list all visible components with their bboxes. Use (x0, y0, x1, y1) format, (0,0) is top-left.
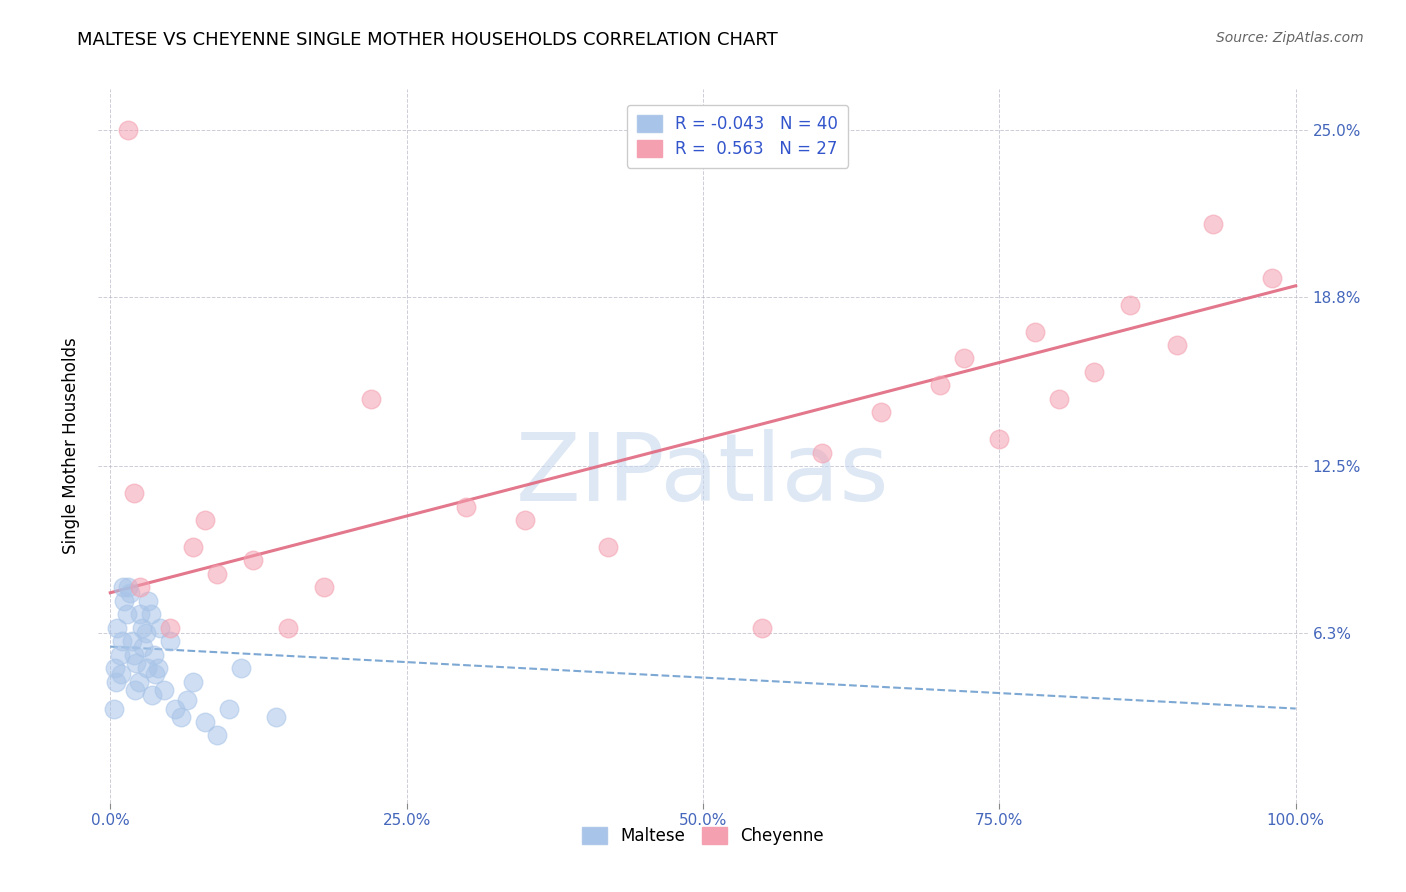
Point (952, 351, 974, 366)
Point (277, 621, 299, 635)
Point (1166, 338, 1188, 352)
Point (131, 621, 153, 635)
Point (988, 432, 1011, 446)
Point (176, 693, 198, 707)
Point (139, 607, 162, 622)
Text: MALTESE VS CHEYENNE SINGLE MOTHER HOUSEHOLDS CORRELATION CHART: MALTESE VS CHEYENNE SINGLE MOTHER HOUSEH… (77, 31, 778, 49)
Point (1119, 298, 1142, 312)
Point (869, 405, 891, 419)
Point (264, 709, 287, 723)
Point (1047, 392, 1070, 406)
Text: Source: ZipAtlas.com: Source: ZipAtlas.com (1216, 31, 1364, 45)
Point (194, 714, 217, 729)
Point (598, 540, 620, 554)
Point (1024, 325, 1046, 339)
Point (128, 674, 150, 689)
Point (181, 540, 204, 554)
Point (136, 661, 159, 675)
Point (135, 626, 157, 640)
Point (1261, 270, 1284, 285)
Point (114, 594, 136, 608)
Point (929, 378, 952, 392)
Point (108, 648, 131, 662)
Point (218, 701, 240, 715)
Point (111, 634, 134, 648)
Point (110, 666, 132, 681)
Point (1083, 365, 1105, 379)
Text: ZIPatlas: ZIPatlas (516, 428, 890, 521)
Point (751, 621, 773, 635)
Point (312, 580, 335, 594)
Point (141, 688, 163, 702)
Point (149, 621, 172, 635)
Point (132, 640, 155, 654)
Point (105, 621, 128, 635)
Point (122, 486, 145, 500)
Point (125, 656, 148, 670)
Point (242, 553, 264, 567)
Point (136, 594, 159, 608)
Point (454, 500, 477, 514)
Point (124, 682, 146, 697)
Point (120, 586, 142, 600)
Point (122, 648, 145, 662)
Y-axis label: Single Mother Households: Single Mother Households (62, 338, 80, 554)
Point (129, 607, 152, 622)
Point (1202, 217, 1225, 231)
Point (194, 513, 217, 527)
Point (360, 392, 382, 406)
Point (143, 666, 166, 681)
Point (143, 648, 166, 662)
Point (205, 566, 228, 581)
Point (129, 580, 152, 594)
Point (105, 674, 128, 689)
Point (115, 607, 138, 622)
Point (112, 580, 135, 594)
Point (117, 122, 139, 136)
Point (159, 634, 181, 648)
Point (165, 701, 187, 715)
Point (810, 446, 832, 460)
Point (146, 661, 169, 675)
Point (159, 621, 181, 635)
Point (205, 729, 228, 743)
Point (229, 661, 252, 675)
Point (117, 580, 139, 594)
Legend: Maltese, Cheyenne: Maltese, Cheyenne (575, 820, 831, 852)
Point (121, 634, 143, 648)
Point (515, 513, 537, 527)
Point (103, 701, 125, 715)
Point (104, 661, 127, 675)
Point (152, 682, 174, 697)
Point (181, 674, 204, 689)
Point (170, 709, 193, 723)
